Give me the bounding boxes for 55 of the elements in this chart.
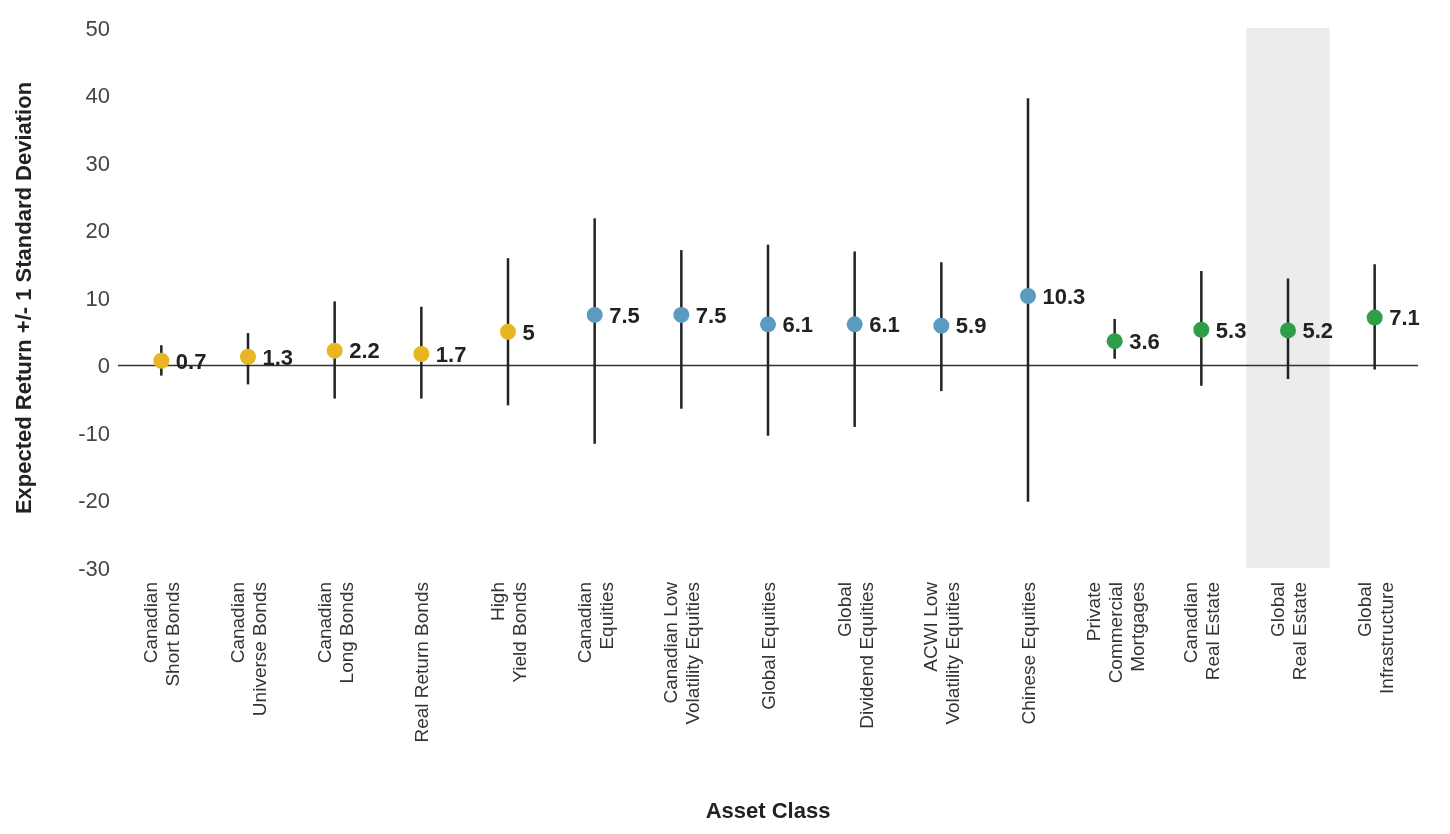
point (760, 316, 776, 333)
point (240, 348, 256, 365)
data-label: 5.3 (1215, 317, 1247, 343)
point (500, 323, 516, 340)
x-tick-label: Global Dividend Equities (833, 582, 877, 729)
point (326, 342, 343, 359)
data-label: 6.1 (869, 312, 900, 338)
x-tick-label: Canadian Universe Bonds (227, 582, 270, 717)
point (153, 352, 170, 369)
y-tick-label: 10 (85, 285, 110, 311)
x-tick-label: Global Real Estate (1267, 582, 1310, 681)
x-tick-label: High Yield Bonds (487, 582, 530, 683)
data-label: 3.6 (1129, 329, 1160, 355)
x-tick-label: ACWI Low Volatility Equities (920, 581, 964, 725)
x-tick-label: Canadian Long Bonds (313, 582, 357, 684)
data-label: 10.3 (1042, 283, 1086, 309)
y-tick-label: 0 (97, 353, 110, 379)
x-tick-label: Chinese Equities (1018, 582, 1039, 725)
y-tick-label: 30 (85, 150, 110, 176)
data-label: 7.5 (609, 302, 640, 328)
point (586, 306, 603, 323)
data-label: 1.3 (262, 344, 294, 370)
point (846, 316, 863, 333)
x-tick-label: Global Equities (758, 582, 779, 710)
data-label: 7.1 (1389, 305, 1420, 331)
y-axis-title: Expected Return +/- 1 Standard Deviation (10, 81, 36, 515)
y-tick-label: -10 (78, 420, 110, 446)
point (1193, 321, 1210, 338)
x-tick-label: Canadian Low Volatility Equities (660, 581, 704, 725)
point (1280, 322, 1296, 339)
y-tick-label: -20 (78, 488, 110, 514)
point (1020, 287, 1036, 304)
data-label: 2.2 (349, 338, 380, 364)
x-tick-label: Canadian Equities (573, 582, 617, 664)
data-label: 5.2 (1302, 318, 1334, 344)
point (413, 346, 430, 363)
data-label: 1.7 (435, 341, 467, 367)
data-label: 6.1 (782, 312, 814, 338)
x-tick-label: Canadian Short Bonds (140, 582, 184, 687)
y-tick-label: 50 (85, 15, 110, 41)
y-tick-label: -30 (78, 555, 110, 581)
data-label: 5 (522, 319, 535, 345)
data-label: 5.9 (955, 313, 987, 339)
x-tick-label: Canadian Real Estate (1180, 582, 1224, 681)
point (1366, 309, 1383, 326)
point (673, 306, 690, 323)
x-axis-title: Asset Class (705, 798, 831, 823)
y-tick-label: 20 (85, 218, 110, 244)
x-tick-label: Global Infrastructure (1353, 582, 1397, 694)
point (933, 317, 950, 334)
data-label: 7.5 (695, 302, 727, 328)
point (1106, 333, 1123, 350)
y-tick-label: 40 (85, 83, 110, 109)
x-tick-label: Private Commercial Mortgages (1082, 582, 1148, 684)
x-tick-label: Real Return Bonds (411, 582, 433, 743)
